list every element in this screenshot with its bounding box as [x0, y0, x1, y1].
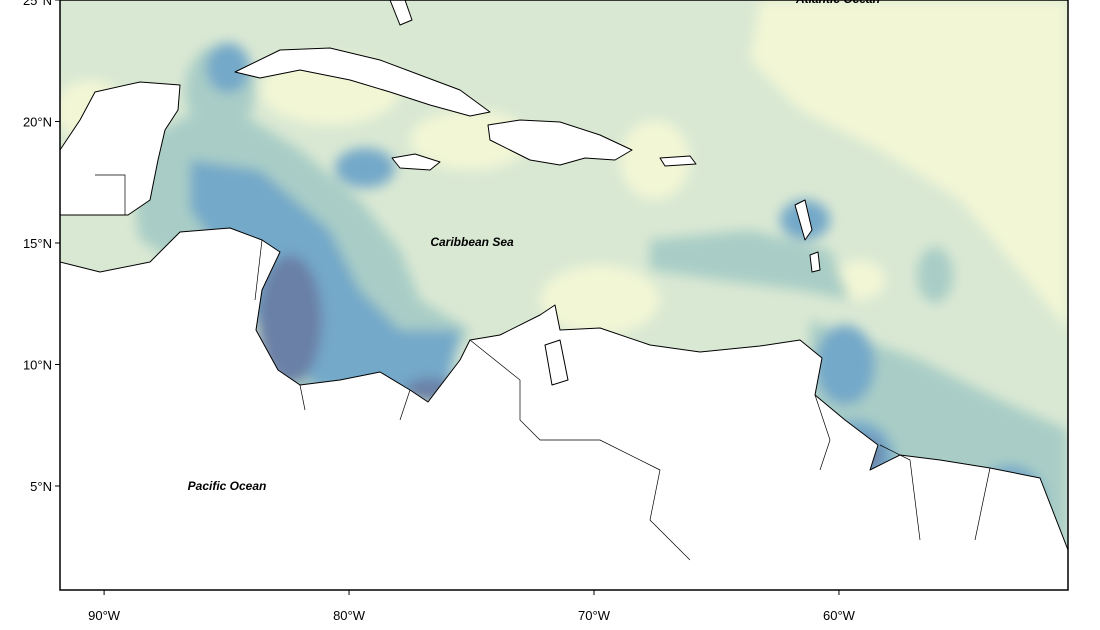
sea-label: Atlantic Ocean: [795, 0, 880, 6]
x-tick-label: 80°W: [333, 608, 366, 623]
x-tick-label: 90°W: [88, 608, 121, 623]
y-tick-label: 25°N: [23, 0, 52, 8]
map-frame: [59, 0, 1069, 591]
x-tick-label: 60°W: [823, 608, 856, 623]
x-tick-label: 70°W: [578, 608, 611, 623]
y-tick-label: 10°N: [23, 357, 52, 372]
y-tick-label: 15°N: [23, 236, 52, 251]
density-surface: [60, 0, 1068, 590]
graticule-ticks: 90°W 80°W 70°W 60°W 25°N 20°N 15°N 10°N 5°N: [23, 0, 856, 623]
sea-label: Caribbean Sea: [430, 235, 514, 249]
y-tick-label: 5°N: [30, 479, 52, 494]
place-labels: Atlantic Ocean Caribbean Sea Pacific Ocean: [188, 0, 880, 493]
sea-label: Pacific Ocean: [188, 479, 267, 493]
y-tick-label: 20°N: [23, 114, 52, 129]
